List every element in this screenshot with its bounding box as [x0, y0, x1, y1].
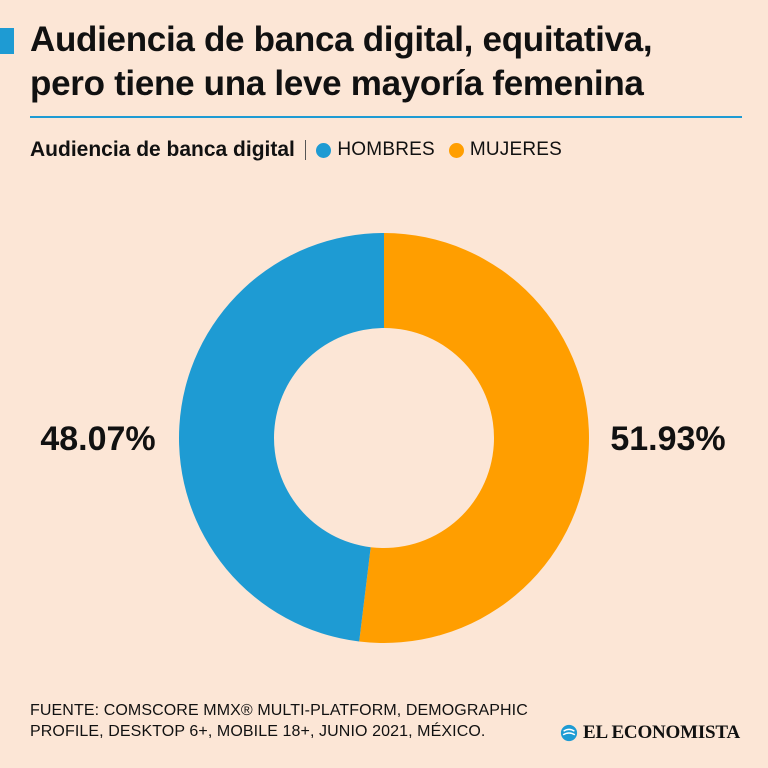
brand-logo: EL ECONOMISTA [560, 722, 740, 744]
legend-item-hombres: HOMBRES [316, 139, 435, 161]
legend-item-mujeres: MUJERES [448, 139, 563, 161]
title-divider [30, 116, 742, 118]
legend-separator [304, 140, 307, 160]
slice-mujeres [359, 233, 589, 643]
legend-label-hombres: HOMBRES [337, 139, 435, 160]
slice-hombres [178, 233, 384, 642]
brand-name: EL ECONOMISTA [583, 722, 740, 743]
source-line-1: FUENTE: COMSCORE MMX® MULTI-PLATFORM, DE… [30, 702, 528, 719]
legend-dot-mujeres [448, 142, 464, 158]
source-line-2: PROFILE, DESKTOP 6+, MOBILE 18+, JUNIO 2… [30, 723, 486, 740]
source-note: FUENTE: COMSCORE MMX® MULTI-PLATFORM, DE… [30, 700, 560, 742]
chart-legend: Audiencia de banca digital HOMBRES MUJER… [30, 138, 576, 162]
title-accent-bar [0, 28, 14, 54]
legend-title: Audiencia de banca digital [30, 138, 295, 161]
value-label-mujeres: 51.93% [610, 420, 725, 458]
legend-label-mujeres: MUJERES [469, 139, 563, 160]
page-title: Audiencia de banca digital, equitativa, … [30, 18, 750, 106]
title-line-2: pero tiene una leve mayoría femenina [30, 64, 644, 103]
legend-dot-hombres [316, 142, 332, 158]
globe-icon [560, 724, 578, 742]
value-label-hombres: 48.07% [40, 420, 155, 458]
title-line-1: Audiencia de banca digital, equitativa, [30, 20, 653, 59]
